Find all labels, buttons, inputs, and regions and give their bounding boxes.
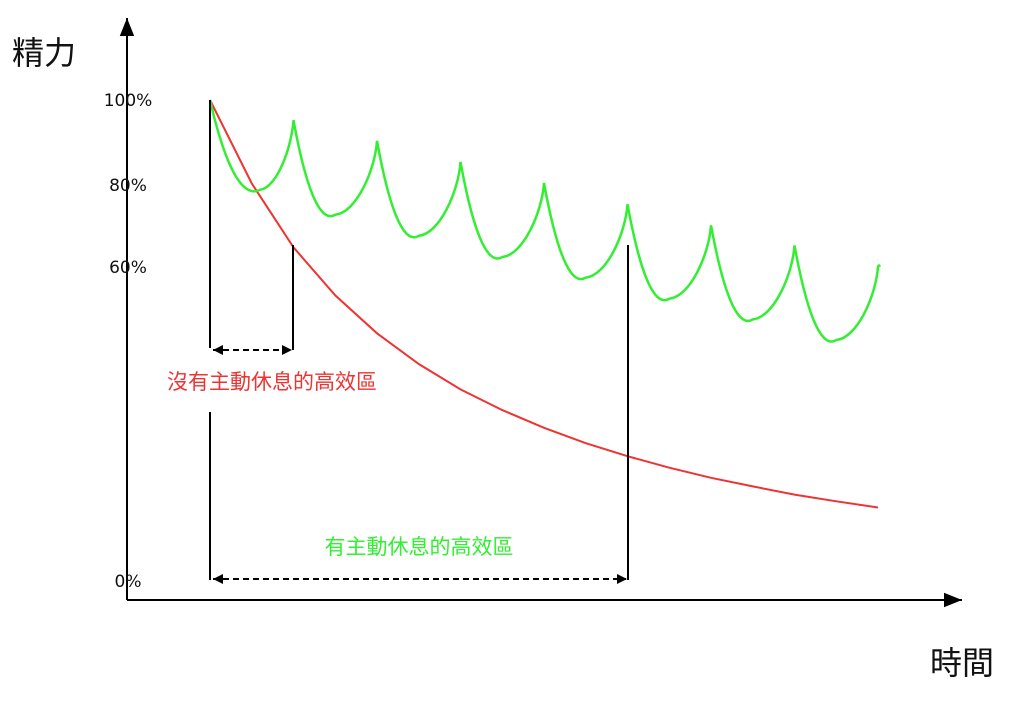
y-tick-label: 60% — [109, 258, 147, 278]
series-line-no-rest — [209, 99, 879, 509]
zone-label-with-rest: 有主動休息的高效區 — [325, 535, 514, 559]
x-axis-title: 時間 — [930, 644, 994, 682]
zone-label-no-rest: 沒有主動休息的高效區 — [167, 370, 377, 394]
y-tick-label: 100% — [104, 91, 153, 111]
y-axis-title: 精力 — [12, 34, 76, 72]
series-line-with-rest — [208, 99, 881, 343]
y-tick-label: 0% — [115, 572, 142, 592]
y-tick-label: 80% — [109, 176, 147, 196]
